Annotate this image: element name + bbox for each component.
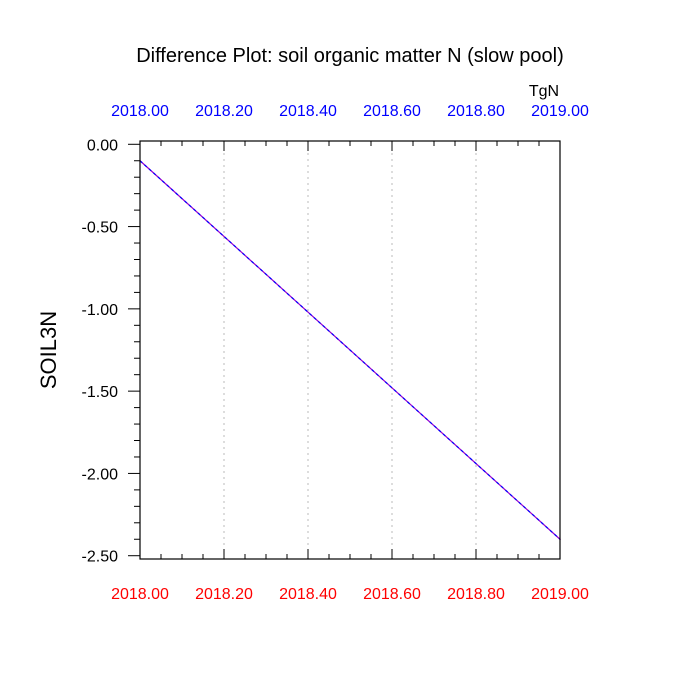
x-tick-label-top: 2018.20 [195,103,253,120]
y-tick-label: 0.00 [87,137,118,154]
chart-title: Difference Plot: soil organic matter N (… [136,45,564,67]
units-label: TgN [529,83,559,100]
grid-lines [223,141,477,559]
x-tick-label-top: 2018.00 [111,103,169,120]
y-tick-label: -1.00 [82,302,119,319]
x-tick-label-bottom: 2018.80 [447,586,505,603]
series-layer [139,159,561,541]
y-tick-label: -0.50 [82,220,119,237]
y-tick-label: -2.50 [82,549,119,566]
axis-ticks [128,141,561,559]
x-tick-label-bottom: 2018.00 [111,586,169,603]
x-tick-label-bottom: 2018.20 [195,586,253,603]
x-tick-label-top: 2018.40 [279,103,337,120]
x-tick-label-bottom: 2018.40 [279,586,337,603]
x-tick-label-bottom: 2019.00 [531,586,589,603]
x-tick-label-top: 2018.80 [447,103,505,120]
series-line-dash [139,160,561,540]
tick-labels: 2018.00 2018.00 2018.20 2018.20 2018.40 2018.… [82,103,589,603]
y-axis-label: SOIL3N [36,311,61,389]
x-tick-label-top: 2019.00 [531,103,589,120]
y-tick-label: -1.50 [82,384,119,401]
y-tick-label: -2.00 [82,466,119,483]
x-tick-label-top: 2018.60 [363,103,421,120]
x-tick-label-bottom: 2018.60 [363,586,421,603]
